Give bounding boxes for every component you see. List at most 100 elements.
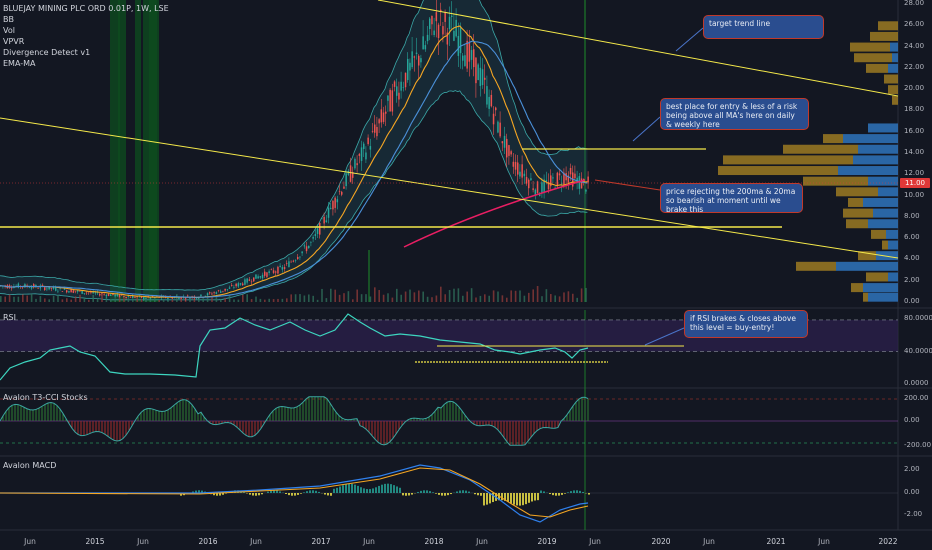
candle-body: [116, 293, 119, 297]
volume-bar: [545, 289, 548, 302]
macd-histogram-bar: [375, 487, 377, 493]
candle-body: [83, 293, 86, 294]
volume-bar: [132, 298, 134, 302]
candle-body: [209, 292, 211, 294]
macd-histogram-bar: [504, 493, 506, 501]
candle-body: [17, 283, 20, 288]
target-trend-line: [377, 0, 899, 97]
candle-body: [380, 109, 383, 123]
candle-body: [506, 138, 508, 158]
volume-bar: [233, 299, 235, 302]
candle-body: [455, 19, 457, 37]
candle-body: [341, 191, 343, 195]
volume-bar: [105, 296, 108, 302]
volume-bar: [501, 295, 504, 302]
macd-histogram-bar: [459, 490, 461, 493]
macd-histogram-bar: [516, 493, 518, 506]
price-axis-tick: 6.00: [904, 233, 920, 242]
candle-body: [462, 55, 464, 61]
note-target-trend-line[interactable]: target trend line: [703, 15, 824, 39]
volume-bar: [475, 297, 477, 302]
candle-body: [233, 287, 235, 288]
current-price-tag: 11.00: [900, 178, 930, 188]
macd-histogram-bar: [408, 493, 410, 496]
note-rsi-level[interactable]: if RSI brakes & closes above this level …: [684, 310, 808, 338]
time-axis-tick: Jun: [250, 537, 262, 546]
candle-body: [576, 177, 578, 182]
candle-body: [264, 271, 266, 276]
symbol-title[interactable]: BLUEJAY MINING PLC ORD 0.01P, 1W, LSE: [3, 4, 169, 13]
candle-body: [279, 265, 281, 267]
volume-bar: [444, 294, 446, 302]
candle-body: [55, 287, 57, 291]
indicator-bb[interactable]: BB: [3, 15, 14, 24]
price-axis-tick: 12.00: [904, 169, 925, 178]
price-axis-tick: 24.00: [904, 41, 925, 50]
volume-bar: [396, 288, 398, 302]
candle-body: [490, 94, 493, 107]
time-axis-tick: Jun: [589, 537, 601, 546]
note-entry[interactable]: best place for entry & less of a risk be…: [660, 98, 809, 130]
macd-histogram-bar: [270, 490, 272, 493]
note-arrow: [632, 116, 661, 142]
time-axis-tick: Jun: [137, 537, 149, 546]
indicator-vpvr[interactable]: VPVR: [3, 37, 25, 46]
candle-body: [330, 207, 332, 209]
macd-histogram-bar: [480, 493, 482, 496]
candle-body: [475, 57, 477, 84]
candle-body: [492, 113, 495, 125]
candle-body: [259, 276, 262, 278]
candle-body: [167, 297, 169, 299]
candle-body: [376, 126, 378, 137]
volume-bar: [277, 298, 279, 302]
volume-bar: [123, 298, 125, 302]
price-axis-tick: 10.00: [904, 190, 925, 199]
indicator-ema-ma[interactable]: EMA-MA: [3, 59, 36, 68]
candle-body: [565, 173, 567, 181]
volume-bar: [360, 294, 363, 302]
candle-body: [140, 296, 143, 298]
candle-body: [129, 296, 132, 298]
cci-axis-tick: -200.00: [904, 441, 932, 449]
candle-body: [321, 218, 323, 220]
candle-body: [389, 89, 391, 112]
macd-histogram-bar: [201, 490, 203, 493]
time-axis-tick: Jun: [703, 537, 715, 546]
rsi-pane-title[interactable]: RSI: [3, 313, 16, 322]
candle-body: [244, 279, 246, 285]
candle-body: [453, 30, 455, 41]
macd-histogram-bar: [558, 493, 560, 496]
note-rejecting[interactable]: price rejecting the 200ma & 20ma so bear…: [660, 183, 803, 214]
candle-body: [312, 236, 314, 239]
volume-bar: [250, 299, 253, 302]
volume-bar: [246, 294, 248, 302]
volume-bar: [154, 297, 156, 302]
candle-body: [44, 287, 46, 291]
volume-bar: [466, 291, 468, 302]
candle-body: [272, 270, 275, 273]
candle-body: [68, 291, 70, 293]
t3cci-pane-title[interactable]: Avalon T3-CCI Stocks: [3, 393, 88, 402]
macd-histogram-bar: [489, 493, 491, 504]
candle-body: [303, 245, 306, 247]
candle-body: [297, 256, 299, 260]
volume-bar: [79, 294, 81, 302]
volume-bar: [387, 293, 389, 302]
macd-histogram-bar: [465, 490, 467, 493]
macd-pane-title[interactable]: Avalon MACD: [3, 461, 57, 470]
candle-body: [404, 72, 407, 88]
volume-bar: [321, 288, 323, 302]
indicator-vol[interactable]: Vol: [3, 26, 15, 35]
macd-axis-tick: 0.00: [904, 488, 920, 496]
candle-body: [371, 130, 374, 132]
candle-body: [547, 181, 550, 190]
macd-histogram-bar: [447, 493, 449, 496]
volume-bar: [378, 290, 380, 302]
vpvr-bar-up: [853, 155, 898, 165]
macd-histogram-bar: [219, 493, 221, 496]
volume-bar: [52, 295, 55, 302]
indicator-divergence[interactable]: Divergence Detect v1: [3, 48, 91, 57]
note-arrow: [644, 327, 685, 346]
volume-bar: [418, 290, 420, 302]
